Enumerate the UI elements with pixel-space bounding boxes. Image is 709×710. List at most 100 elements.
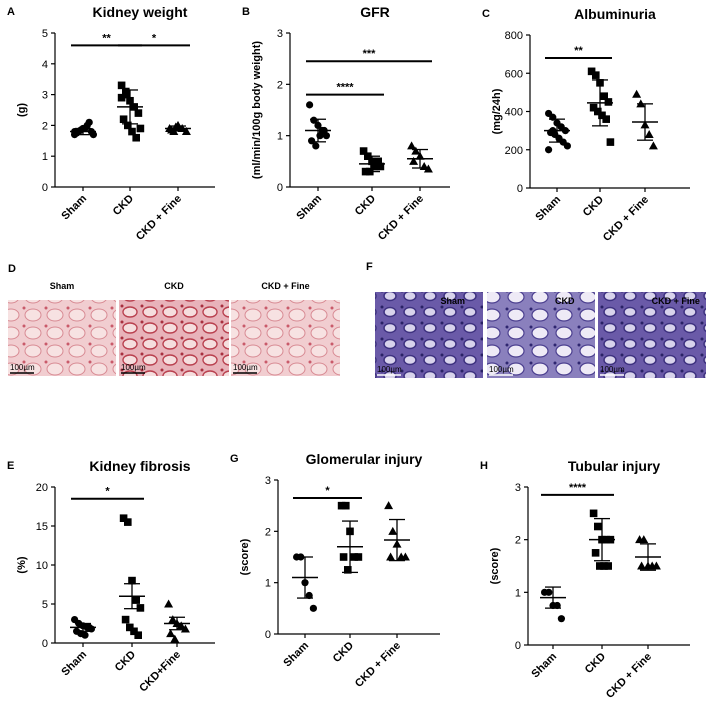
x-tick-label: CKD + Fine: [353, 640, 403, 690]
x-tick-label: CKD + Fine: [601, 194, 651, 244]
data-point: [545, 146, 553, 154]
data-point: [639, 535, 649, 544]
data-point: [126, 623, 134, 632]
data-point: [644, 129, 654, 138]
data-point: [632, 89, 642, 98]
data-point: [600, 562, 608, 570]
histology-image: [231, 300, 340, 376]
data-point: [305, 591, 313, 600]
data-point: [168, 615, 178, 624]
panel-letter: E: [7, 460, 14, 472]
error-bar: [389, 518, 405, 562]
data-point: [651, 561, 661, 570]
data-point: [81, 631, 89, 639]
histology-image: [375, 292, 483, 378]
data-point: [602, 115, 610, 123]
data-point: [121, 615, 130, 624]
data-point: [411, 146, 421, 155]
error-bar: [545, 586, 561, 609]
data-point: [89, 131, 97, 139]
y-axis-label: (score): [239, 538, 251, 575]
data-point: [85, 118, 93, 126]
x-tick-label: CKD+Fine: [137, 649, 183, 695]
y-tick-label: 0: [277, 182, 283, 194]
data-point: [594, 522, 602, 531]
histology-image: [8, 300, 116, 376]
data-point: [344, 566, 352, 574]
error-bar: [342, 520, 358, 574]
y-tick-label: 0: [42, 182, 48, 194]
data-point: [339, 553, 348, 561]
x-tick-label: Sham: [533, 193, 563, 223]
data-point: [376, 162, 385, 171]
x-tick-label: CKD: [583, 651, 608, 676]
chart-title: Glomerular injury: [306, 451, 423, 467]
data-point: [170, 634, 180, 643]
significance-label: **: [102, 32, 111, 44]
data-point: [589, 509, 598, 518]
data-point: [604, 98, 613, 106]
x-tick-label: CKD: [111, 193, 136, 218]
error-bar: [124, 583, 140, 610]
data-point: [596, 562, 604, 570]
scale-bar-label: 100µm: [377, 365, 402, 374]
data-point: [117, 93, 126, 102]
x-tick-label: CKD + Fine: [134, 193, 184, 243]
image-label: Sham: [50, 281, 75, 291]
y-axis-label: (score): [489, 547, 501, 584]
histology-image: [598, 292, 706, 378]
y-tick-label: 15: [36, 521, 48, 533]
data-point: [553, 601, 561, 610]
x-tick-label: CKD: [581, 194, 606, 219]
error-bar: [364, 155, 380, 173]
significance-label: **: [574, 45, 583, 57]
error-bar: [75, 127, 91, 136]
chart-title: Tubular injury: [568, 458, 661, 474]
x-tick-label: Sham: [281, 639, 311, 669]
scale-bar-label: 100µm: [489, 365, 514, 374]
y-tick-label: 3: [277, 28, 283, 40]
data-point: [119, 514, 128, 522]
image-label: CKD + Fine: [652, 296, 700, 306]
y-axis-label: (mg/24h): [491, 88, 503, 134]
data-point: [164, 599, 174, 608]
data-point: [592, 71, 600, 79]
data-point: [132, 596, 140, 604]
data-point: [132, 133, 140, 142]
data-point: [557, 615, 566, 623]
data-point: [359, 147, 368, 155]
data-point: [117, 81, 126, 90]
data-point: [370, 162, 378, 171]
scale-bar-label: 100µm: [600, 365, 625, 374]
data-point: [342, 501, 350, 510]
data-point: [591, 549, 600, 557]
y-tick-label: 0: [42, 638, 48, 650]
error-bar: [412, 148, 428, 169]
panel-letter: D: [8, 263, 16, 275]
data-point: [606, 138, 615, 146]
y-axis-label: (%): [16, 556, 28, 573]
y-tick-label: 5: [42, 28, 48, 40]
panel-letter: G: [230, 453, 239, 465]
x-tick-label: CKD + Fine: [604, 651, 654, 701]
y-tick-label: 2: [42, 120, 48, 132]
data-point: [134, 631, 142, 639]
panel-letter: A: [7, 6, 15, 18]
y-tick-label: 600: [505, 68, 523, 80]
error-bar: [549, 118, 565, 143]
y-axis-label: (ml/min/100g body weight): [251, 41, 263, 179]
y-tick-label: 0: [517, 183, 523, 195]
image-label: CKD + Fine: [261, 281, 309, 291]
error-bar: [170, 125, 186, 132]
data-point: [386, 552, 396, 561]
data-point: [166, 629, 176, 638]
data-point: [309, 604, 317, 612]
error-bar: [169, 616, 185, 631]
data-point: [374, 157, 382, 166]
histology-image: [119, 300, 229, 376]
y-tick-label: 5: [42, 599, 48, 611]
y-tick-label: 3: [42, 90, 48, 102]
data-point: [400, 552, 410, 561]
y-tick-label: 0: [265, 629, 271, 641]
data-point: [563, 142, 572, 150]
